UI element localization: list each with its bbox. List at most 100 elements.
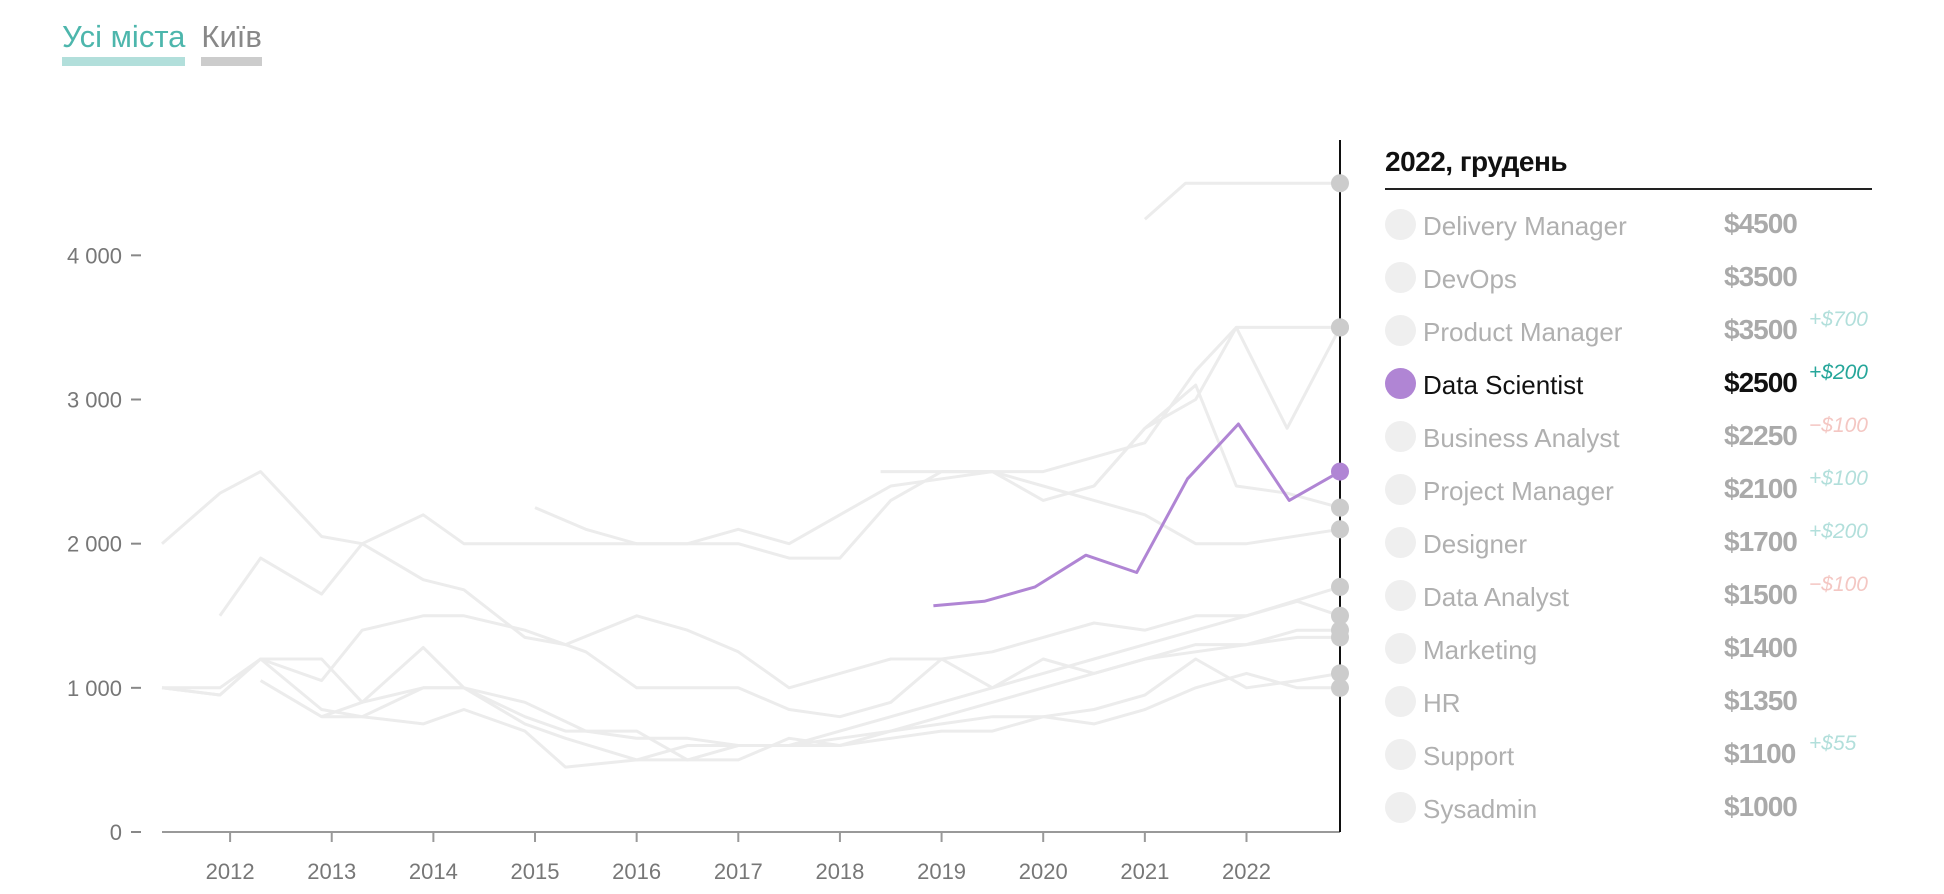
tooltip-row[interactable]: Product Manager $3500 +$700 (1385, 304, 1872, 357)
series-color-dot (1385, 792, 1416, 823)
series-name: Sysadmin (1423, 794, 1538, 824)
x-tick-label: 2022 (1222, 859, 1271, 884)
series-end-dot (1331, 462, 1349, 481)
series-delta: +$700 (1809, 308, 1868, 331)
series-lines (161, 181, 1342, 769)
series-name: Business Analyst (1423, 423, 1620, 453)
series-value: $1000 (1724, 791, 1798, 822)
tooltip-date-title: 2022, грудень (1385, 140, 1872, 190)
series-end-dot (1331, 318, 1349, 337)
tooltip-row[interactable]: Data Scientist $2500 +$200 (1385, 357, 1872, 410)
series-color-dot (1385, 315, 1416, 346)
tooltip-row[interactable]: Marketing $1400 (1385, 622, 1872, 675)
x-tick-label: 2019 (917, 859, 966, 884)
x-tick-label: 2012 (206, 859, 255, 884)
series-value: $2100 (1724, 473, 1798, 504)
tooltip-panel: 2022, грудень Delivery Manager $4500 DevOp… (1385, 140, 1872, 834)
series-color-dot (1385, 686, 1416, 717)
series-delta: +$55 (1809, 732, 1857, 755)
series-name: Support (1423, 741, 1515, 771)
series-value: $1100 (1724, 738, 1796, 769)
series-line[interactable] (161, 470, 1341, 560)
y-axis: 0 1 000 2 000 3 000 4 000 (67, 243, 141, 845)
x-tick-label: 2014 (409, 859, 458, 884)
y-tick-label: 3 000 (67, 388, 122, 413)
series-line[interactable] (162, 599, 1341, 747)
series-name: Data Analyst (1423, 582, 1569, 612)
y-tick-label: 2 000 (67, 532, 122, 557)
series-name: Designer (1423, 529, 1528, 559)
series-delta: +$200 (1809, 361, 1868, 384)
x-tick-label: 2017 (714, 859, 763, 884)
series-end-dots (1331, 174, 1349, 697)
tooltip-row[interactable]: Designer $1700 +$200 (1385, 516, 1872, 569)
series-name: Delivery Manager (1423, 211, 1627, 241)
tooltip-row[interactable]: Business Analyst $2250 −$100 (1385, 410, 1872, 463)
tooltip-row[interactable]: Data Analyst $1500 −$100 (1385, 569, 1872, 622)
series-line[interactable] (534, 383, 1341, 546)
tooltip-rows: Delivery Manager $4500 DevOps $3500 Product … (1385, 198, 1872, 834)
series-line[interactable] (218, 542, 1341, 690)
tab-kyiv[interactable]: Київ (201, 18, 262, 67)
tooltip-row[interactable]: Delivery Manager $4500 (1385, 198, 1872, 251)
series-value: $1400 (1724, 632, 1798, 663)
x-tick-label: 2013 (307, 859, 356, 884)
x-tick-label: 2020 (1019, 859, 1068, 884)
series-line[interactable] (321, 646, 1340, 762)
series-color-dot (1385, 368, 1416, 399)
series-delta: −$100 (1809, 414, 1868, 437)
series-name: Product Manager (1423, 317, 1623, 347)
y-tick-label: 0 (110, 820, 122, 845)
series-line[interactable] (1092, 325, 1342, 487)
tooltip-row[interactable]: HR $1350 (1385, 675, 1872, 728)
series-line[interactable] (1143, 181, 1340, 221)
series-color-dot (1385, 527, 1416, 558)
series-end-dot (1331, 678, 1349, 697)
series-end-dot (1331, 606, 1349, 625)
series-name: Project Manager (1423, 476, 1614, 506)
series-name: Data Scientist (1423, 370, 1584, 400)
x-tick-label: 2021 (1120, 859, 1169, 884)
series-value: $4500 (1724, 208, 1798, 239)
series-delta: +$200 (1809, 520, 1868, 543)
series-line[interactable] (933, 422, 1341, 608)
tab-all-cities[interactable]: Усі міста (62, 18, 186, 67)
series-color-dot (1385, 209, 1416, 240)
series-end-dot (1331, 628, 1349, 647)
series-color-dot (1385, 474, 1416, 505)
series-delta: +$100 (1809, 467, 1868, 490)
series-line[interactable] (161, 657, 1341, 769)
series-value: $1700 (1724, 526, 1798, 557)
series-end-dot (1331, 174, 1349, 193)
series-value: $1350 (1724, 685, 1798, 716)
series-color-dot (1385, 580, 1416, 611)
series-name: HR (1423, 688, 1461, 718)
series-delta: −$100 (1809, 573, 1868, 596)
series-end-dot (1331, 664, 1349, 683)
series-name: DevOps (1423, 264, 1517, 294)
series-end-dot (1331, 498, 1349, 517)
series-color-dot (1385, 421, 1416, 452)
series-color-dot (1385, 262, 1416, 293)
series-value: $2250 (1724, 420, 1798, 451)
y-tick-label: 1 000 (67, 676, 122, 701)
x-tick-label: 2018 (815, 859, 864, 884)
tooltip-row[interactable]: DevOps $3500 (1385, 251, 1872, 304)
x-tick-label: 2015 (511, 859, 560, 884)
series-name: Marketing (1423, 635, 1538, 665)
series-value: $1500 (1724, 579, 1798, 610)
series-value: $2500 (1724, 367, 1798, 398)
series-end-dot (1331, 520, 1349, 539)
tooltip-row[interactable]: Support $1100 +$55 (1385, 728, 1872, 781)
y-tick-label: 4 000 (67, 243, 122, 268)
series-color-dot (1385, 633, 1416, 664)
city-tabs: Усі міста Київ (62, 18, 262, 67)
series-end-dot (1331, 577, 1349, 596)
tooltip-row[interactable]: Project Manager $2100 +$100 (1385, 463, 1872, 516)
tooltip-row[interactable]: Sysadmin $1000 (1385, 781, 1872, 834)
series-value: $3500 (1724, 261, 1798, 292)
x-tick-label: 2016 (612, 859, 661, 884)
series-value: $3500 (1724, 314, 1798, 345)
x-axis: 2012 2013 2014 2015 2016 2017 2018 2019 2020 2021… (162, 831, 1340, 884)
